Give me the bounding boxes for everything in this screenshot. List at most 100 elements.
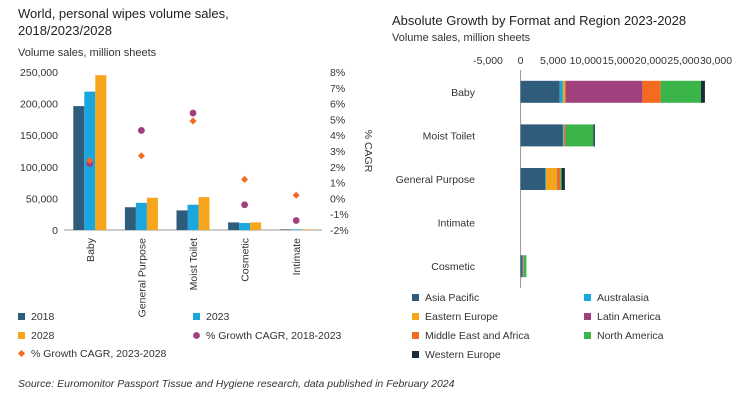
cagr-circle-marker (189, 109, 197, 117)
legend-label: % Growth CAGR, 2018-2023 (206, 330, 342, 342)
bar-2028 (95, 75, 107, 230)
right-category-label: Intimate (438, 218, 476, 230)
stacked-bar-eastern-europe (545, 168, 558, 190)
bar-2023 (187, 204, 199, 230)
right-legend-label: Western Europe (425, 349, 501, 361)
bar-2018 (228, 222, 240, 230)
right-y-tick-label: 8% (330, 67, 345, 79)
right-y-tick-label: -2% (330, 225, 349, 237)
cagr-circle-marker (138, 127, 145, 134)
cagr-diamond-marker (137, 152, 145, 160)
right-x-tick-label: 5,000 (540, 55, 566, 67)
stacked-bar-latin-america (565, 80, 643, 103)
cagr-circle-marker (292, 217, 300, 224)
right-category-label: Moist Toilet (423, 130, 475, 142)
stacked-bar-asia-pacific (520, 80, 560, 103)
legend-swatch (18, 313, 25, 320)
cagr-diamond-marker (189, 117, 197, 125)
left-category-label: Moist Toilet (188, 238, 200, 290)
bar-2018 (279, 229, 291, 230)
bar-2023 (135, 202, 147, 230)
stacked-bar-north-america (523, 255, 527, 278)
right-y-tick-label: 6% (330, 99, 345, 111)
right-legend-swatch (584, 313, 591, 320)
right-y-tick-label: 1% (330, 178, 345, 190)
cagr-diamond-marker (292, 191, 300, 199)
stacked-bar-north-america (565, 124, 594, 147)
right-legend-swatch (584, 332, 591, 339)
right-y-tick-label: 5% (330, 114, 345, 126)
right-legend-swatch (412, 294, 419, 301)
stacked-bar-asia-pacific (520, 255, 523, 278)
right-chart-subtitle: Volume sales, million sheets (392, 32, 531, 44)
right-legend-label: Latin America (597, 311, 661, 323)
stacked-bar-australasia (545, 168, 546, 190)
bar-2028 (146, 197, 158, 230)
stacked-bar-asia-pacific (520, 124, 563, 147)
right-legend-label: Asia Pacific (425, 292, 479, 304)
right-x-tick-label: 0 (518, 55, 524, 67)
cagr-diamond-marker (86, 156, 94, 165)
left-y-tick-label: 50,000 (26, 193, 58, 205)
legend-label: 2018 (31, 311, 55, 323)
bar-2028 (301, 229, 313, 230)
stacked-bar-eastern-europe (563, 124, 565, 147)
bar-2018 (124, 207, 136, 230)
right-x-tick-label: 10,000 (570, 55, 602, 67)
stacked-bar-middle-east-and-africa (564, 124, 566, 147)
left-chart-subtitle: Volume sales, million sheets (18, 47, 157, 59)
legend-label: 2023 (206, 311, 230, 323)
right-legend-swatch (412, 332, 419, 339)
left-category-label: General Purpose (136, 238, 148, 318)
stacked-bar-latin-america (564, 124, 565, 147)
stacked-bar-australasia (562, 124, 564, 147)
left-chart-title: World, personal wipes volume sales, 2018… (18, 6, 229, 38)
right-chart-title: Absolute Growth by Format and Region 202… (392, 13, 687, 28)
right-category-label: General Purpose (396, 174, 476, 186)
left-category-label: Cosmetic (240, 238, 252, 282)
right-y-tick-label: -1% (330, 209, 349, 221)
right-x-tick-label: 30,000 (700, 55, 732, 67)
left-y-tick-label: 0 (52, 225, 58, 237)
stacked-bar-latin-america (557, 168, 558, 190)
right-y-tick-label: 3% (330, 146, 345, 158)
bar-2023 (239, 223, 251, 230)
right-legend-swatch (584, 294, 591, 301)
right-legend-label: North America (597, 330, 664, 342)
right-x-tick-label: 25,000 (667, 55, 699, 67)
right-y-tick-label: 4% (330, 130, 345, 142)
cagr-circle-marker (241, 201, 249, 209)
stacked-bar-middle-east-and-africa (642, 80, 661, 103)
bar-2018 (73, 106, 85, 230)
right-x-tick-label: 20,000 (635, 55, 667, 67)
right-y-tick-label: 0% (330, 193, 345, 205)
right-x-tick-label: 15,000 (602, 55, 634, 67)
stacked-bar-middle-east-and-africa (557, 168, 561, 190)
stacked-bar-asia-pacific (520, 168, 546, 190)
stacked-bar-north-america (660, 80, 702, 103)
stacked-bar-western-europe (593, 124, 595, 147)
legend-circle-swatch (193, 332, 200, 339)
stacked-bar-australasia (559, 80, 563, 103)
right-legend-swatch (412, 313, 419, 320)
legend-label: 2028 (31, 330, 55, 342)
right-legend-label: Australasia (597, 292, 649, 304)
legend-swatch (18, 332, 25, 339)
stacked-bar-western-europe (561, 168, 565, 190)
right-x-tick-label: -5,000 (473, 55, 503, 67)
right-y-tick-label: 7% (330, 83, 345, 95)
source-note: Source: Euromonitor Passport Tissue and … (18, 378, 455, 390)
right-legend-label: Middle East and Africa (425, 330, 530, 342)
left-y-tick-label: 150,000 (20, 130, 58, 142)
right-legend-swatch (412, 351, 419, 358)
stacked-bar-eastern-europe (562, 80, 566, 103)
legend-label: % Growth CAGR, 2023-2028 (31, 348, 167, 360)
bar-2018 (176, 210, 188, 230)
right-y-tick-label: 2% (330, 162, 345, 174)
bar-2023 (290, 229, 302, 230)
legend-diamond-swatch (17, 349, 26, 358)
stacked-bar-western-europe (701, 80, 705, 103)
bar-2028 (198, 197, 210, 230)
legend-swatch (193, 313, 200, 320)
